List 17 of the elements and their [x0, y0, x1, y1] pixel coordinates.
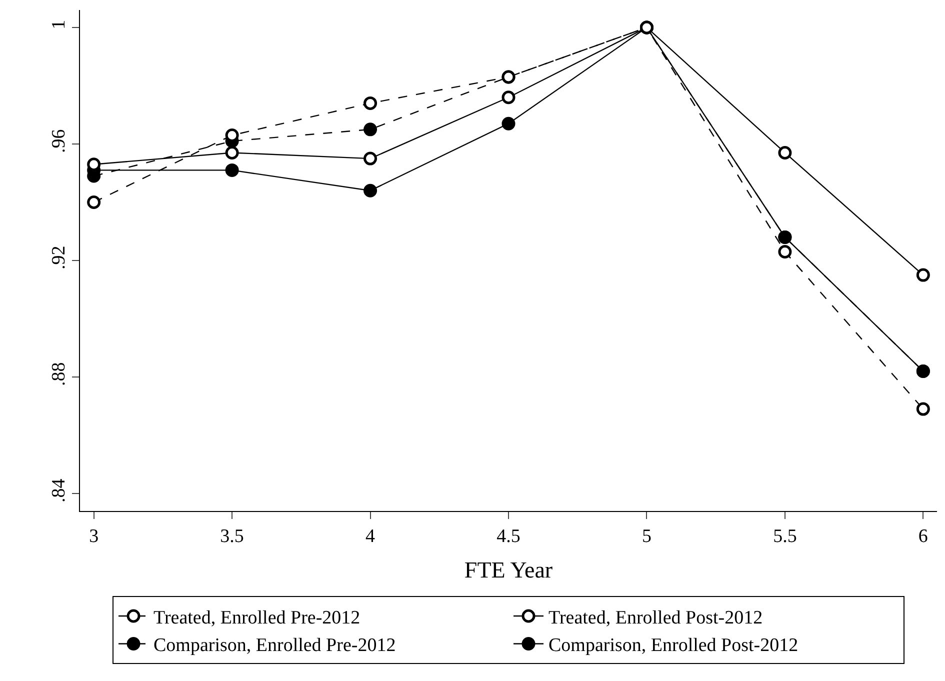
y-tick-label: .96 [48, 129, 70, 154]
y-tick-label: .92 [48, 246, 70, 270]
y-tick-label: .84 [48, 478, 70, 503]
x-tick-label: 3.5 [220, 526, 244, 547]
x-tick-label: 5 [642, 526, 652, 547]
legend-label: Comparison, Enrolled Post-2012 [548, 635, 798, 656]
legend-label: Treated, Enrolled Pre-2012 [154, 607, 360, 628]
x-axis-title: FTE Year [464, 557, 553, 582]
x-tick-label: 3 [89, 526, 99, 547]
x-tick-label: 5.5 [773, 526, 797, 547]
y-tick-label: 1 [48, 20, 70, 30]
legend-label: Comparison, Enrolled Pre-2012 [154, 635, 396, 656]
legend-label: Treated, Enrolled Post-2012 [548, 607, 763, 628]
x-tick-label: 4.5 [496, 526, 520, 547]
x-tick-label: 4 [366, 526, 376, 547]
y-tick-label: .88 [48, 362, 70, 386]
x-tick-label: 6 [918, 526, 928, 547]
